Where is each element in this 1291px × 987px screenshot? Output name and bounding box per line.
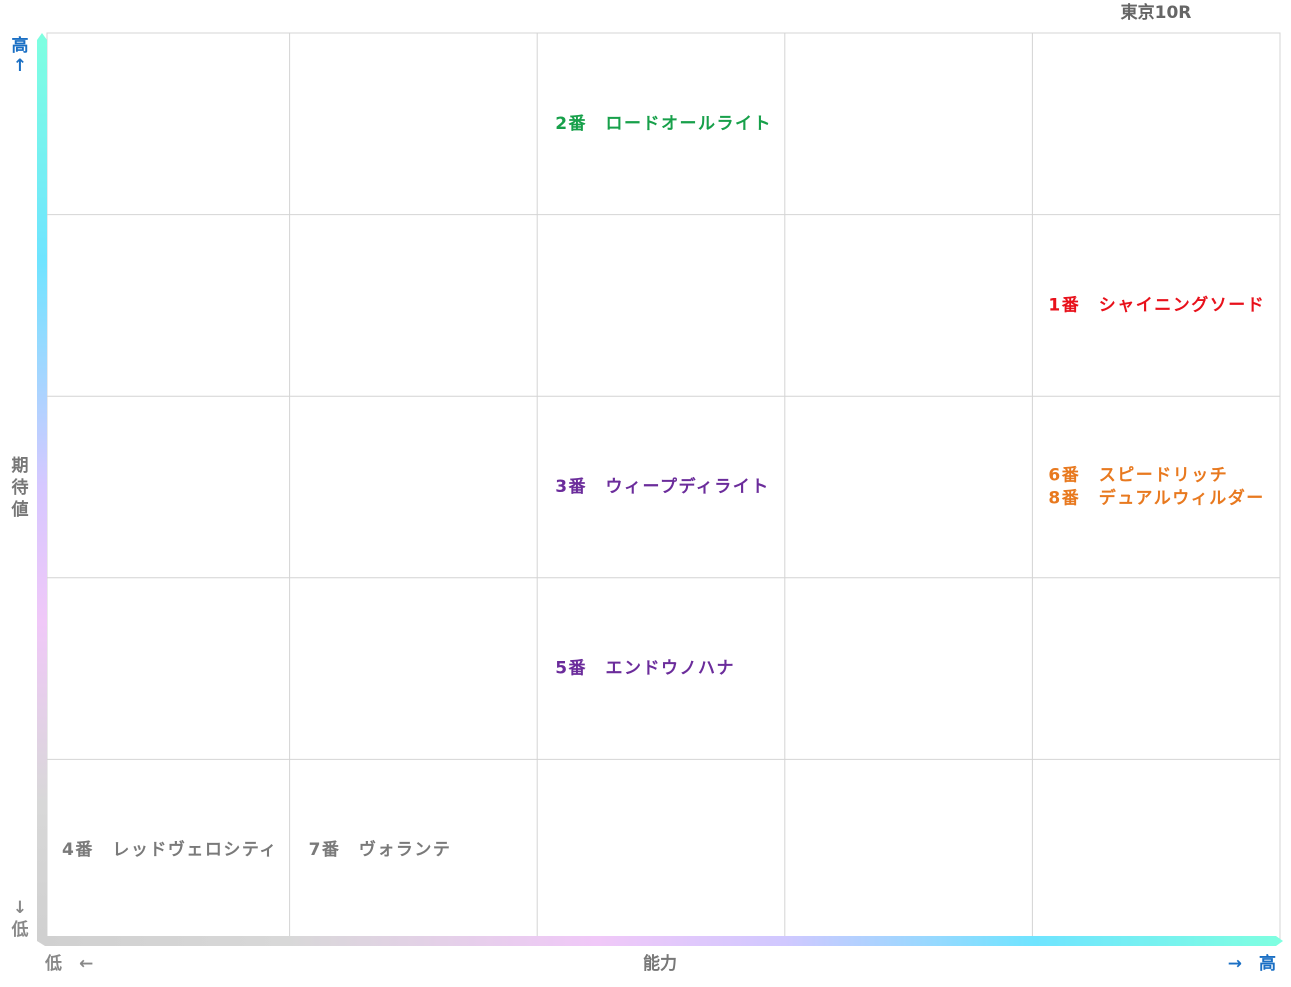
y-high: 高 (12, 35, 29, 56)
horse-entry: 8番 デュアルウィルダー (1048, 488, 1264, 509)
x-label: 能力 (643, 953, 677, 974)
horse-entry: 3番 ウィープディライト (555, 476, 770, 497)
y-label: 期待値 (11, 456, 29, 520)
horse-entry: 1番 シャイニングソード (1048, 294, 1265, 315)
x-axis-bar (37, 936, 1283, 946)
horse-entry: 2番 ロードオールライト (555, 114, 772, 134)
horse-entry: 5番 エンドウノハナ (555, 659, 735, 679)
title: 東京10R (1121, 2, 1192, 23)
y-low: 低 (11, 919, 29, 940)
horse-entry: 4番 レッドヴェロシティ (62, 839, 278, 860)
x-high: → 高 (1228, 953, 1276, 974)
x-low: 低 ← (44, 953, 93, 974)
y-axis-bar (37, 33, 47, 940)
y-high-arrow: ↑ (13, 56, 27, 76)
horse-entry: 7番 ヴォランテ (309, 839, 452, 860)
horse-entry: 6番 スピードリッチ (1048, 466, 1228, 486)
y-low-arrow: ↓ (13, 898, 27, 918)
